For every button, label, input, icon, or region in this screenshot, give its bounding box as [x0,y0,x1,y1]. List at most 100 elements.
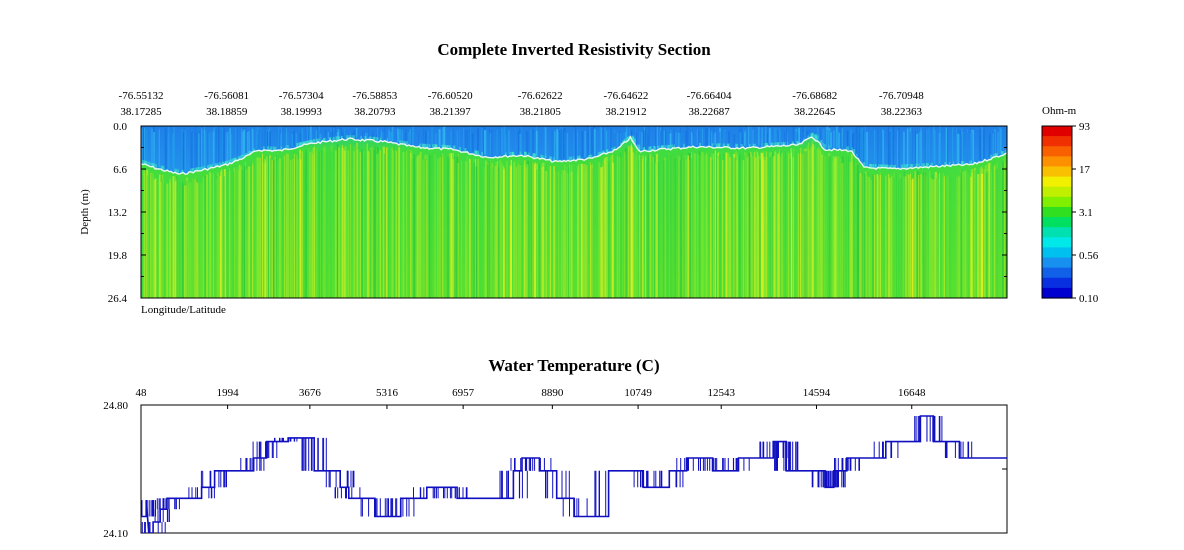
water-streak [292,131,295,146]
water-streak [691,132,693,146]
sediment-streak [622,150,625,298]
water-streak [535,130,538,156]
sediment-streak [187,179,189,298]
water-streak [241,129,243,157]
water-streak [819,128,822,142]
water-streak [906,128,909,167]
water-streak [490,132,492,156]
sediment-streak [645,154,647,298]
sediment-streak [723,154,724,298]
sediment-streak [981,173,984,298]
water-streak [158,129,160,168]
sediment-streak [227,169,229,298]
sediment-streak [498,166,500,298]
sediment-streak [580,164,583,298]
water-streak [916,133,918,166]
x-tick-lon-6: -76.64622 [603,90,648,102]
water-streak [639,130,641,150]
water-streak [742,126,744,146]
sediment-streak [418,154,420,298]
colorbar-segment-11 [1042,237,1072,249]
water-streak [804,126,806,140]
transition-streak [926,163,929,170]
water-streak [496,129,498,155]
sediment-streak [446,157,448,298]
sediment-streak [566,173,569,298]
water-streak [442,127,444,147]
water-streak [282,126,284,149]
sediment-streak [233,167,236,298]
water-streak [967,129,968,163]
sediment-streak [545,165,546,298]
sediment-streak [691,160,693,298]
water-streak [431,126,433,147]
water-streak [514,128,516,154]
sediment-streak [184,185,186,298]
water-streak [660,126,663,148]
water-streak [200,129,202,169]
sediment-streak [143,170,145,298]
water-streak [619,130,620,146]
water-streak [793,127,795,144]
sediment-streak [931,179,934,298]
sediment-streak [647,154,650,298]
sediment-streak [704,154,706,298]
colorbar-segment-9 [1042,217,1072,228]
sediment-streak [290,159,292,298]
sediment-streak [472,164,474,298]
water-streak [659,129,660,148]
sediment-streak [579,163,581,298]
water-streak [827,129,829,148]
water-streak [826,126,829,148]
water-streak [519,128,521,154]
water-streak [626,129,628,140]
sediment-streak [913,171,915,298]
sediment-streak [549,166,551,298]
water-streak [503,126,506,155]
water-streak [733,134,736,146]
sediment-streak [822,151,824,298]
water-streak [708,127,710,146]
sediment-streak [312,151,314,298]
sediment-streak [994,164,996,298]
water-streak [222,126,225,164]
water-streak [342,132,345,138]
water-streak [556,131,559,160]
sediment-streak [890,176,892,298]
water-streak [149,127,151,165]
water-streak [890,129,893,167]
sediment-streak [977,174,979,298]
sediment-streak [527,164,529,298]
water-streak [744,132,746,147]
sediment-streak [680,159,682,298]
sediment-streak [762,153,764,298]
water-streak [687,126,689,146]
water-streak [349,130,351,137]
sediment-streak [419,151,422,298]
sediment-streak [324,151,326,298]
water-streak [587,126,590,157]
water-streak [980,128,982,160]
sediment-streak [234,174,236,298]
water-streak [417,133,419,146]
water-streak [508,129,510,155]
water-streak [620,133,622,145]
water-streak [247,130,249,154]
water-streak [282,131,284,149]
water-streak [353,131,355,138]
sediment-streak [468,159,471,298]
sediment-streak [373,150,376,298]
transition-streak [313,139,316,146]
water-streak [146,129,148,164]
transition-streak [718,143,721,151]
water-streak [554,130,556,160]
transition-streak [534,153,537,159]
water-streak [947,129,949,164]
sediment-streak [200,183,203,298]
water-streak [468,129,471,151]
water-streak [643,132,645,150]
water-streak [198,133,200,169]
water-streak [575,126,577,159]
sediment-streak [784,151,786,298]
resistivity-heatmap [141,126,1007,298]
